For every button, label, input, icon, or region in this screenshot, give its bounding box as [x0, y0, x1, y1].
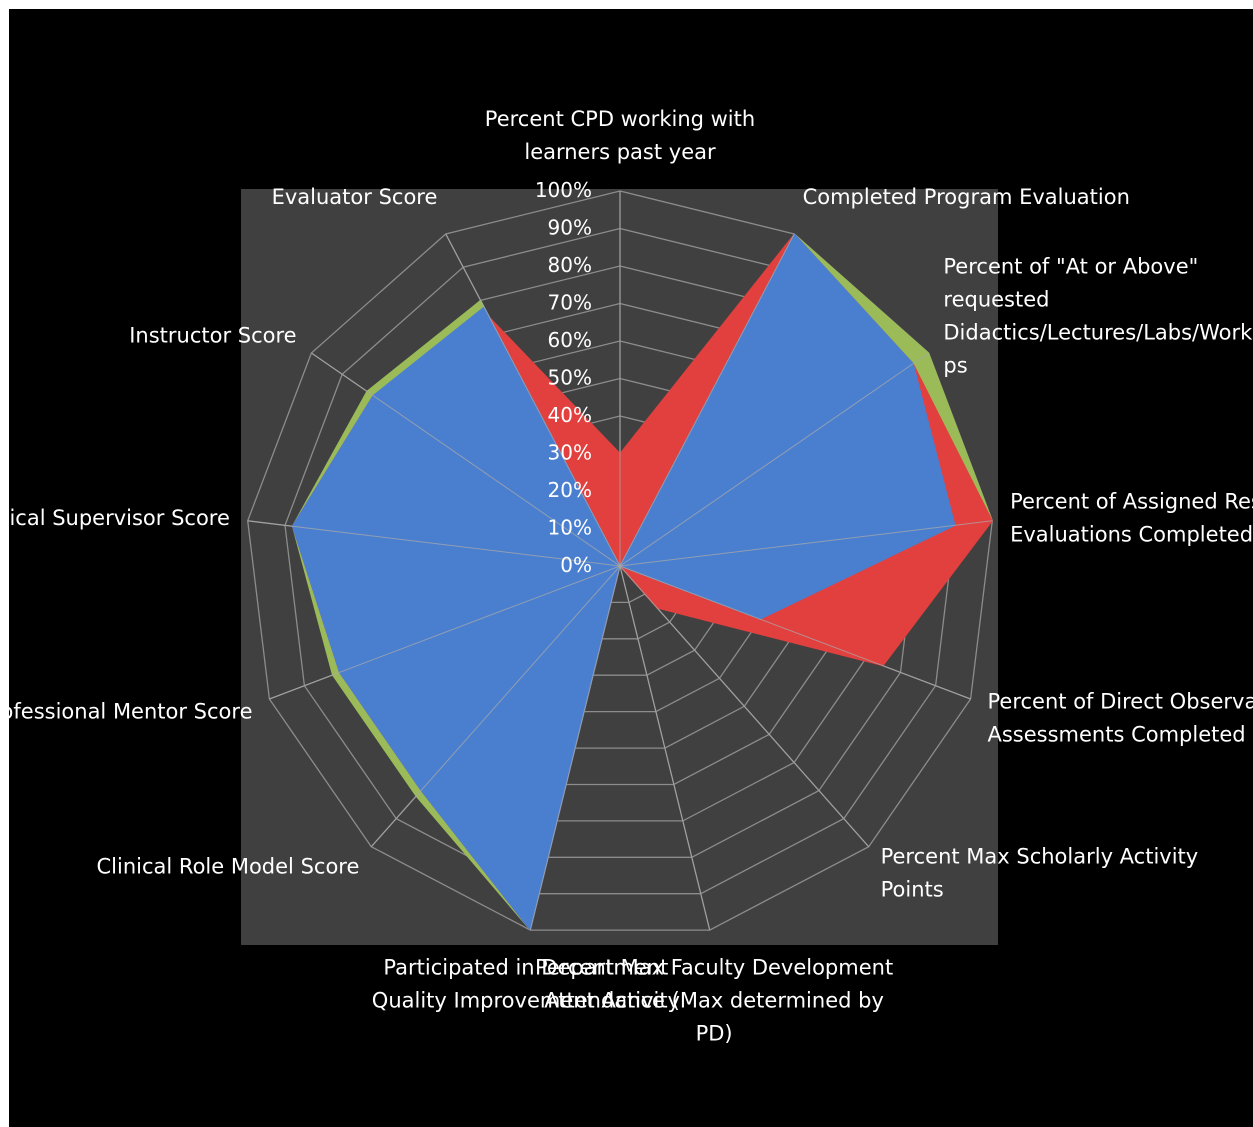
axis-spoke-overlay [619, 565, 711, 931]
axis-label-line: Percent of Direct Observation [988, 690, 1253, 714]
axis-spoke-overlay [619, 352, 929, 567]
axis-label: Clinical Supervisor Score [9, 506, 230, 530]
axis-spoke-overlay [247, 520, 621, 567]
tick-label: 20% [548, 478, 592, 502]
axis-label-line: learners past year [524, 140, 716, 164]
axis-label: Percent of "At or Above" requested Didacti… [943, 254, 1253, 377]
axis-spoke-overlay [370, 565, 621, 848]
axis-label-line: Clinical Role Model Score [97, 854, 360, 878]
axis-label-line: Assessments Completed [988, 723, 1246, 747]
axis-label-line: Percent of "At or Above" [943, 254, 1198, 278]
axis-label-line: Evaluator Score [272, 185, 438, 209]
tick-label: 30% [548, 441, 592, 465]
axis-label-line: Points [881, 877, 944, 901]
tick-label: 10% [548, 516, 592, 540]
axis-spoke-overlay [269, 565, 621, 700]
axis-label-line: Instructor Score [129, 324, 296, 348]
radar-chart: 0% 10% 20% 30% 40% 50% 60% 70% 80% 90% 100% Percen… [9, 107, 1253, 1046]
axis-label-line: Percent CPD working with [485, 107, 755, 131]
axis-spoke-overlay [619, 520, 993, 567]
axis-label: Percent of Assigned Resident Evaluations … [1010, 490, 1253, 547]
tick-label: 40% [548, 403, 592, 427]
tick-label: 100% [535, 178, 592, 202]
axis-label-line: Percent Max Scholarly Activity [881, 844, 1199, 868]
axis-spoke-overlay [445, 233, 621, 567]
axis-label-line: Quality Improvement Activity [372, 989, 680, 1013]
tick-label: 50% [548, 366, 592, 390]
radial-tick-labels: 0% 10% 20% 30% 40% 50% 60% 70% 80% 90% 100% [535, 178, 592, 577]
axis-label-line: Didactics/Lectures/Labs/Worksho [943, 320, 1253, 344]
axis-label-line: Attendance (Max determined by [544, 989, 884, 1013]
tick-label: 0% [560, 553, 592, 577]
axis-label-line: Percent of Assigned Resident [1010, 490, 1253, 514]
chart-frame: 0% 10% 20% 30% 40% 50% 60% 70% 80% 90% 100% Percen… [9, 9, 1253, 1127]
axis-spoke-overlay [619, 565, 971, 700]
axis-label: Clinical Role Model Score [97, 854, 360, 878]
axis-label-line: requested [943, 287, 1049, 311]
tick-label: 70% [548, 291, 592, 315]
axis-label: Completed Program Evaluation [803, 185, 1130, 209]
axis-label: Percent CPD working with learners past ye… [485, 107, 755, 164]
axis-label: Percent of Direct Observation Assessments… [988, 690, 1253, 747]
axis-label: Percent Max Scholarly Activity Points [881, 844, 1199, 901]
axis-label-line: Clinical Supervisor Score [9, 506, 230, 530]
axis-label-line: Professional Mentor Score [9, 700, 253, 724]
axis-spokes-overlay [247, 191, 993, 931]
axis-label-line: Evaluations Completed [1010, 523, 1253, 547]
axis-label-line: Percent Max Faculty Development [535, 956, 893, 980]
axis-spoke-overlay [619, 233, 795, 567]
axis-label-line: PD) [696, 1022, 733, 1046]
axis-label: Participated in Department Quality Improv… [372, 956, 680, 1013]
axis-label-line: Participated in Department [383, 956, 668, 980]
axis-label: Professional Mentor Score [9, 700, 253, 724]
axis-spoke-overlay [529, 565, 621, 931]
series-layer [291, 233, 993, 932]
axis-spoke-overlay [619, 565, 870, 848]
tick-label: 80% [548, 253, 592, 277]
axis-label: Evaluator Score [272, 185, 438, 209]
axis-label-line: Completed Program Evaluation [803, 185, 1130, 209]
axis-label: Percent Max Faculty Development Attendanc… [535, 956, 893, 1046]
axis-labels: Percent CPD working with learners past ye… [9, 107, 1253, 1046]
axis-label: Instructor Score [129, 324, 296, 348]
tick-label: 60% [548, 328, 592, 352]
axis-label-line: ps [943, 353, 967, 377]
axis-spoke-overlay [311, 352, 621, 567]
tick-label: 90% [548, 216, 592, 240]
